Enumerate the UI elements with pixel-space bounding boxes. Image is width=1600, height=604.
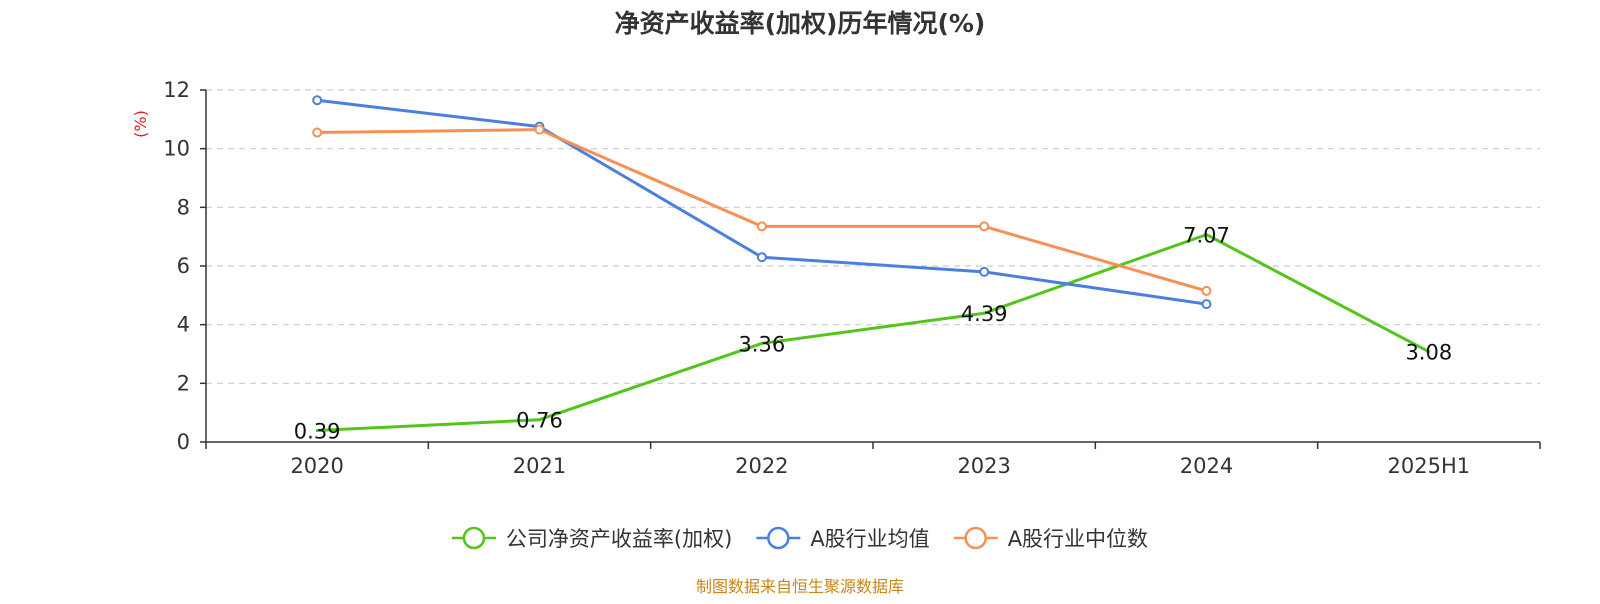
- y-axis-unit-label: (%): [131, 110, 150, 138]
- legend: 公司净资产收益率(加权) A股行业均值 A股行业中位数: [451, 526, 1148, 551]
- legend-label: 公司净资产收益率(加权): [506, 527, 732, 551]
- axes: 0 2 4 6 8 10 12 2020 2021 2022 2023 2024 2025H1: [163, 78, 1541, 478]
- y-tick-label: 12: [163, 78, 190, 102]
- series-3-point: [312, 127, 323, 138]
- data-labels: 0.39 0.76 3.36 4.39 7.07 3.08: [294, 224, 1452, 444]
- series-points: [312, 95, 1212, 310]
- series-2-point: [312, 95, 323, 106]
- series-1-data-label: 0.76: [516, 409, 563, 433]
- y-tick-label: 2: [177, 371, 190, 395]
- x-tick-label: 2023: [957, 454, 1010, 478]
- source-note: 制图数据来自恒生聚源数据库: [696, 577, 904, 596]
- legend-label: A股行业均值: [810, 527, 929, 551]
- gridlines: [206, 89, 1540, 384]
- y-tick-label: 8: [177, 195, 190, 219]
- legend-item-2[interactable]: A股行业均值: [756, 526, 930, 551]
- series-1-data-label: 4.39: [961, 302, 1008, 326]
- series-2-point: [1201, 299, 1212, 310]
- x-tick-label: 2020: [290, 454, 343, 478]
- chart-title: 净资产收益率(加权)历年情况(%): [615, 9, 986, 38]
- series-1-data-label: 3.36: [738, 332, 785, 356]
- series-1-data-label: 7.07: [1183, 224, 1230, 248]
- series-1-data-label: 0.39: [294, 420, 341, 444]
- x-tick-label: 2024: [1180, 454, 1233, 478]
- legend-item-3[interactable]: A股行业中位数: [953, 526, 1148, 551]
- series-1-data-label: 3.08: [1405, 341, 1452, 365]
- legend-circle-icon: [462, 526, 486, 550]
- y-tick-label: 6: [177, 254, 190, 278]
- y-tick-label: 4: [177, 313, 190, 337]
- series-1-line: [315, 233, 1431, 433]
- series-3-point: [979, 221, 990, 232]
- series-2-point: [756, 252, 767, 263]
- series-3-line: [315, 128, 1208, 293]
- y-tick-label: 0: [177, 430, 190, 454]
- series-3-point: [534, 124, 545, 135]
- x-tick-label: 2022: [735, 454, 788, 478]
- legend-item-1[interactable]: 公司净资产收益率(加权): [451, 526, 732, 551]
- x-tick-label: 2021: [513, 454, 566, 478]
- series-2-point: [979, 266, 990, 277]
- legend-circle-icon: [767, 526, 790, 550]
- x-tick-label: 2025H1: [1388, 454, 1471, 478]
- legend-label: A股行业中位数: [1008, 527, 1148, 551]
- series-3-point: [1201, 285, 1212, 296]
- legend-circle-icon: [964, 526, 987, 550]
- y-tick-label: 10: [163, 137, 190, 161]
- series-3-point: [756, 221, 767, 232]
